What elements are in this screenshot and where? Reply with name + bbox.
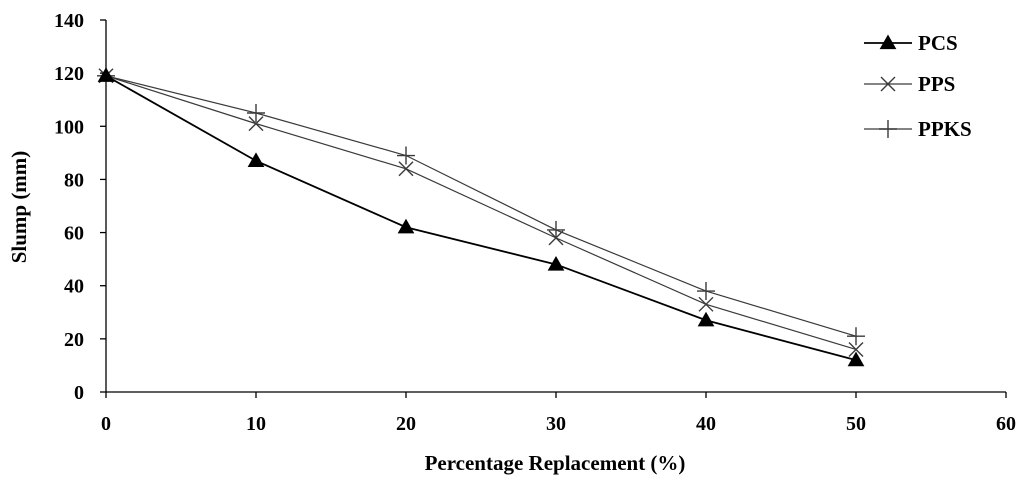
x-tick-label: 10 xyxy=(246,413,266,435)
series-line-pcs xyxy=(105,75,857,361)
y-tick-label: 60 xyxy=(64,223,84,245)
data-point-pcs xyxy=(97,67,115,82)
legend-item-pps: PPS xyxy=(864,72,955,96)
x-tick-label: 60 xyxy=(996,413,1016,435)
series-pps xyxy=(98,68,864,357)
x-tick-label: 20 xyxy=(396,413,416,435)
y-axis-ticks: 0 20 40 60 80 100 120 140 xyxy=(54,10,106,404)
data-point-ppks xyxy=(247,104,265,122)
x-tick-label: 30 xyxy=(546,413,566,435)
data-point-pcs xyxy=(397,218,415,234)
y-tick-label: 100 xyxy=(54,116,84,138)
data-point-pps xyxy=(698,296,714,312)
data-point-pps xyxy=(398,161,414,177)
x-axis-ticks: 0 10 20 30 40 50 60 xyxy=(101,392,1016,435)
axes xyxy=(105,20,1006,393)
series-layer xyxy=(97,66,865,367)
legend-label-ppks: PPKS xyxy=(918,117,972,141)
legend-marker-ppks xyxy=(879,120,897,138)
y-tick-label: 20 xyxy=(64,329,84,351)
data-point-pcs xyxy=(247,152,265,167)
data-point-pcs xyxy=(697,311,715,327)
y-tick-label: 140 xyxy=(54,10,84,32)
data-point-ppks xyxy=(547,220,565,239)
series-line-pps xyxy=(105,75,857,351)
legend-marker-pcs xyxy=(879,34,897,50)
x-tick-label: 0 xyxy=(101,413,111,435)
y-tick-label: 80 xyxy=(64,169,84,191)
legend-marker-pps xyxy=(880,76,896,92)
x-axis-title: Percentage Replacement (%) xyxy=(425,451,686,475)
legend-item-pcs: PCS xyxy=(864,31,958,55)
data-point-pcs xyxy=(547,255,565,271)
x-tick-label: 40 xyxy=(696,413,716,435)
legend: PCS PPS PPKS xyxy=(864,31,972,141)
series-ppks xyxy=(97,66,865,346)
data-point-ppks xyxy=(697,282,715,301)
legend-label-pcs: PCS xyxy=(918,31,958,55)
y-tick-label: 120 xyxy=(54,63,84,85)
data-point-pps xyxy=(248,116,264,132)
legend-item-ppks: PPKS xyxy=(864,117,972,141)
data-point-pps xyxy=(848,341,864,357)
data-point-ppks xyxy=(397,146,415,165)
x-tick-label: 50 xyxy=(846,413,866,435)
legend-label-pps: PPS xyxy=(918,72,955,96)
series-line-ppks xyxy=(105,75,857,337)
series-pcs xyxy=(97,67,865,367)
data-point-ppks xyxy=(847,327,865,346)
data-point-pps xyxy=(548,230,564,246)
y-axis-title: Slump (mm) xyxy=(7,151,31,264)
data-point-pcs xyxy=(847,351,865,367)
y-tick-label: 0 xyxy=(74,382,84,404)
y-tick-label: 40 xyxy=(64,276,84,298)
